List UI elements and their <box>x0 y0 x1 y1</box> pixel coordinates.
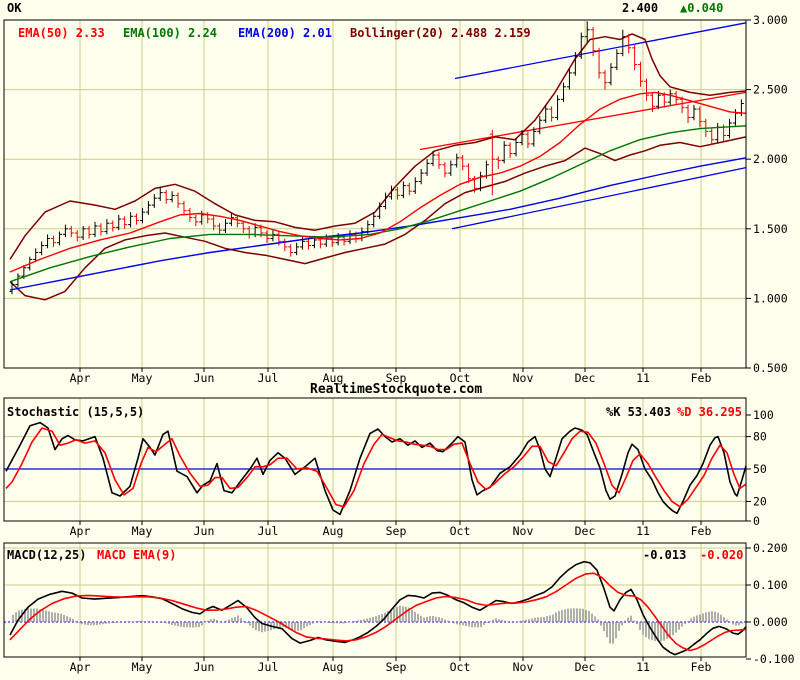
main-chart-border <box>3 19 747 369</box>
x-tick-label: Dec <box>575 660 596 674</box>
x-tick-label: May <box>132 524 153 538</box>
y-tick-label: 1.500 <box>753 222 788 236</box>
stochastic-border <box>3 397 747 522</box>
x-tick-label: Apr <box>70 660 91 674</box>
y-tick-label: 0.000 <box>753 615 788 629</box>
x-tick-label: Aug <box>323 660 344 674</box>
macd-title: MACD(12,25) <box>7 548 87 562</box>
watermark: RealtimeStockquote.com <box>310 382 483 397</box>
x-tick-label: Feb <box>691 524 712 538</box>
y-tick-label: 1.000 <box>753 291 788 305</box>
ema200-line <box>9 157 747 291</box>
x-tick-label: Aug <box>323 371 344 385</box>
x-tick-label: Sep <box>386 524 407 538</box>
stochastic-title: Stochastic (15,5,5) <box>7 405 145 419</box>
x-tick-label: May <box>132 371 153 385</box>
x-tick-label: Dec <box>575 371 596 385</box>
macd-value: -0.013 <box>643 548 687 562</box>
last-price: 2.400 <box>622 1 659 15</box>
ema50-line <box>9 91 747 273</box>
y-tick-label: 100 <box>753 408 774 422</box>
x-tick-label: Jun <box>194 524 215 538</box>
legend-ema100: EMA(100) 2.24 <box>123 26 217 40</box>
x-tick-label: Aug <box>323 524 344 538</box>
macd-border <box>3 542 747 658</box>
y-tick-label: 80 <box>753 430 767 444</box>
candles <box>9 21 744 295</box>
y-tick-label: 50 <box>753 462 767 476</box>
y-tick-label: 0.100 <box>753 578 788 592</box>
x-tick-label: Oct <box>450 660 471 674</box>
x-tick-label: Jun <box>194 660 215 674</box>
price-change: ▲0.040 <box>680 1 724 15</box>
y-tick-label: 0 <box>753 514 760 528</box>
upper-trendline <box>454 22 747 80</box>
x-tick-label: Jul <box>258 660 279 674</box>
x-tick-label: 11 <box>636 524 650 538</box>
x-tick-label: Oct <box>450 524 471 538</box>
x-tick-label: Apr <box>70 371 91 385</box>
legend-ema50: EMA(50) 2.33 <box>18 26 105 40</box>
macd-signal-title: MACD EMA(9) <box>97 548 177 562</box>
stochastic-d-value: %D 36.295 <box>677 405 743 419</box>
macd-histogram <box>12 605 743 644</box>
x-tick-label: Jul <box>258 524 279 538</box>
macd-line <box>9 560 747 656</box>
legend-ema200: EMA(200) 2.01 <box>238 26 332 40</box>
bollinger-lower-band <box>9 136 747 301</box>
x-tick-label: Oct <box>450 371 471 385</box>
x-tick-label: Feb <box>691 371 712 385</box>
x-tick-label: Dec <box>575 524 596 538</box>
ema100-line <box>9 125 747 283</box>
y-tick-label: 20 <box>753 494 767 508</box>
symbol-title: OK <box>7 1 22 15</box>
x-tick-label: 11 <box>636 660 650 674</box>
y-tick-label: 0.200 <box>753 541 788 555</box>
y-tick-label: 2.000 <box>753 152 788 166</box>
x-tick-label: Sep <box>386 660 407 674</box>
x-tick-label: May <box>132 660 153 674</box>
x-tick-label: Jul <box>258 371 279 385</box>
x-tick-label: Feb <box>691 660 712 674</box>
y-tick-label: 2.500 <box>753 83 788 97</box>
x-tick-label: Nov <box>513 524 534 538</box>
macd-signal-value: -0.020 <box>700 548 744 562</box>
y-tick-label: 0.500 <box>753 361 788 375</box>
x-tick-label: 11 <box>636 371 650 385</box>
macd-signal-line <box>9 572 747 652</box>
x-tick-label: Sep <box>386 371 407 385</box>
x-tick-label: Nov <box>513 371 534 385</box>
bollinger-upper-band <box>9 33 747 260</box>
stoch-d-line <box>5 427 747 508</box>
stochastic-k-value: %K 53.403 <box>606 405 672 419</box>
y-tick-label: -0.100 <box>753 652 795 666</box>
lower-trendline <box>451 166 747 230</box>
x-tick-label: Jun <box>194 371 215 385</box>
y-tick-label: 3.000 <box>753 13 788 27</box>
x-tick-label: Apr <box>70 524 91 538</box>
legend-bollinger: Bollinger(20) 2.488 2.159 <box>350 26 531 40</box>
x-tick-label: Nov <box>513 660 534 674</box>
red-trendline <box>419 91 747 151</box>
